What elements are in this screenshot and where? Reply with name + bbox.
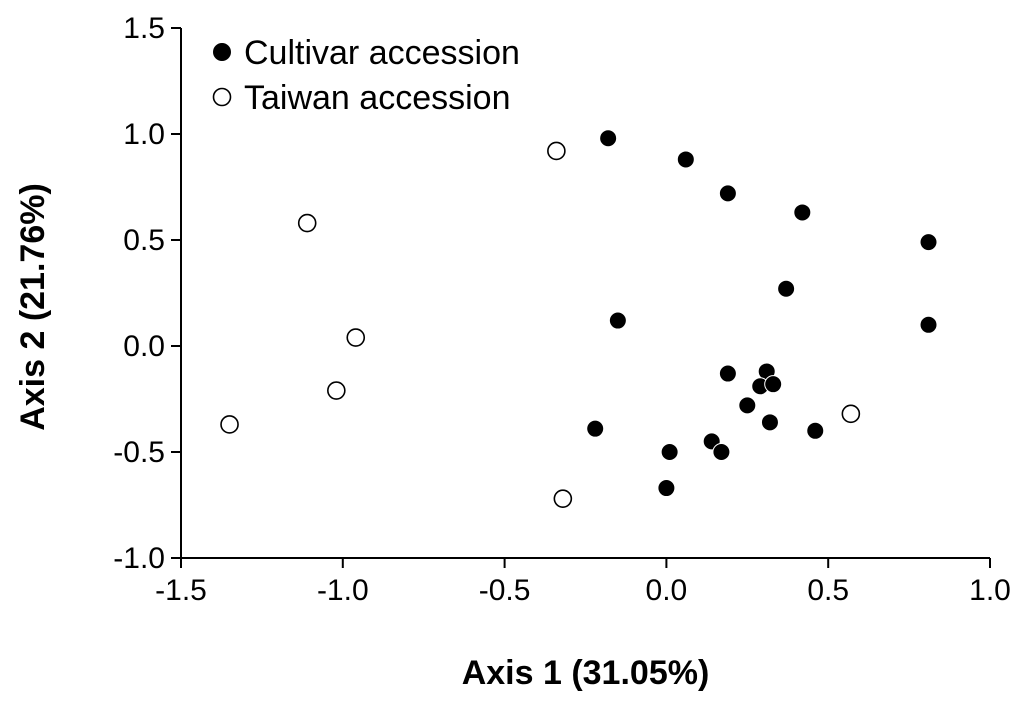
cultivar-point [919,233,938,252]
cultivar-point [676,150,695,169]
cultivar-point [764,375,783,394]
cultivar-point [760,413,779,432]
taiwan-point [220,415,239,434]
legend-marker-taiwan [212,87,232,107]
cultivar-point [599,129,618,148]
cultivar-point [793,203,812,222]
legend-label-taiwan: Taiwan accession [244,79,510,117]
taiwan-point [553,489,573,508]
y-tick-label: 1.0 [123,118,165,151]
taiwan-point [327,381,346,400]
legend-marker-cultivar [213,43,231,61]
x-tick-label: -1.5 [155,574,207,607]
cultivar-point [919,315,938,334]
cultivar-point [718,364,737,383]
taiwan-point [297,213,317,233]
x-axis-title: Axis 1 (31.05%) [462,654,710,692]
taiwan-point [346,328,366,347]
x-tick-label: 0.5 [807,574,849,607]
cultivar-point [712,443,731,461]
data-points [220,129,938,508]
y-tick-label: 0.5 [123,224,165,257]
taiwan-point [841,404,861,424]
y-axis-title: Axis 2 (21.76%) [14,183,52,431]
y-tick-label: -1.0 [113,542,165,575]
axes [180,28,990,559]
cultivar-point [608,311,627,330]
cultivar-point [586,419,605,438]
y-tick-label: 0.0 [123,330,165,363]
x-tick-label: -0.5 [479,574,531,607]
tick-labels: -1.5 -1.0 -0.5 0.0 0.5 1.0-1.0-0.50.00.51.01.… [113,12,1011,607]
x-tick-label: 1.0 [969,574,1011,607]
y-tick-label: 1.5 [123,12,165,45]
x-tick-label: -1.0 [317,574,369,607]
cultivar-point [660,443,679,461]
cultivar-point [777,279,796,298]
legend: Cultivar accession Taiwan accession [212,34,520,117]
cultivar-point [806,421,825,440]
cultivar-point [738,396,757,415]
taiwan-point [547,141,566,161]
cultivar-point [718,184,737,203]
x-tick-label: 0.0 [646,574,688,607]
legend-label-cultivar: Cultivar accession [244,34,520,72]
tick-marks [171,27,991,568]
y-tick-label: -0.5 [113,436,165,469]
cultivar-point [657,479,676,498]
